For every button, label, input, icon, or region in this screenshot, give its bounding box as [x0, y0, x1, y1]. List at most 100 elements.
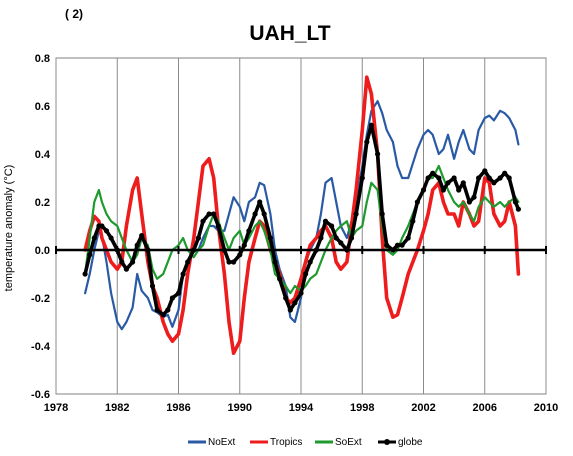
globe-point: [185, 259, 191, 265]
y-tick-label-0.2: 0.2: [35, 197, 50, 209]
x-tick-label-1978: 1978: [44, 402, 68, 414]
globe-point: [99, 223, 105, 229]
globe-point: [139, 233, 145, 239]
globe-point: [175, 290, 182, 296]
y-tick-label-0.6: 0.6: [35, 101, 50, 113]
globe-point: [502, 170, 508, 176]
series-layer: [82, 75, 522, 356]
chart-title: UAH_LT: [249, 22, 330, 45]
globe-point: [130, 259, 136, 265]
globe-point: [149, 283, 156, 289]
y-axis-label: temperature anomaly (°C): [3, 165, 15, 292]
globe-point: [512, 199, 519, 205]
globe-point: [466, 199, 472, 205]
panel-label: ( 2): [65, 7, 83, 21]
x-tick-label-1982: 1982: [105, 402, 129, 414]
x-tick-label-2010: 2010: [534, 402, 558, 414]
globe-point: [292, 300, 298, 306]
y-tick-label-0.8: 0.8: [35, 53, 50, 65]
x-tick-label-1994: 1994: [289, 402, 314, 414]
globe-point: [414, 199, 420, 205]
globe-point: [160, 312, 166, 318]
globe-point: [154, 307, 160, 313]
globe-point: [486, 175, 492, 181]
globe-point: [257, 199, 263, 205]
globe-point: [272, 259, 278, 265]
globe-point: [375, 151, 381, 157]
globe-point: [195, 235, 201, 241]
globe-point: [237, 252, 243, 258]
globe-point: [405, 235, 411, 241]
globe-point: [497, 175, 503, 181]
x-tick-label-1986: 1986: [166, 402, 190, 414]
legend-marker-globe: [384, 439, 390, 445]
globe-point: [456, 187, 462, 193]
globe-point: [307, 259, 313, 265]
globe-point: [261, 211, 267, 217]
globe-point: [379, 211, 385, 217]
globe-point: [226, 259, 232, 265]
globe-point: [231, 259, 237, 265]
globe-point: [394, 242, 401, 248]
globe-point: [287, 307, 293, 313]
globe-point: [476, 175, 482, 181]
globe-point: [384, 242, 390, 248]
globe-point: [410, 218, 416, 224]
globe-point: [399, 242, 405, 248]
globe-point: [103, 228, 110, 234]
globe-point: [322, 218, 329, 224]
x-tick-label-1990: 1990: [228, 402, 252, 414]
globe-point: [241, 242, 247, 248]
globe-point: [348, 235, 355, 241]
globe-point: [482, 168, 488, 174]
globe-point: [215, 223, 221, 229]
globe-point: [430, 170, 436, 176]
globe-point: [180, 271, 186, 277]
globe-point: [252, 211, 258, 217]
y-tick-label--0.6: -0.6: [31, 389, 50, 401]
legend: NoExt Tropics SoExt globe: [188, 437, 423, 448]
x-tick-label-2002: 2002: [411, 402, 435, 414]
series-line-noext: [83, 100, 520, 331]
globe-point: [451, 175, 457, 181]
x-tick-label-2006: 2006: [473, 402, 497, 414]
y-tick-label--0.4: -0.4: [31, 341, 51, 353]
legend-label-globe: globe: [398, 437, 423, 448]
globe-point: [445, 180, 451, 186]
globe-point: [267, 235, 273, 241]
globe-point: [119, 259, 125, 265]
globe-point: [82, 271, 88, 277]
globe-point: [108, 235, 114, 241]
globe-point: [436, 175, 442, 181]
zero-line: [55, 246, 547, 254]
globe-point: [420, 187, 427, 193]
globe-point: [91, 235, 97, 241]
globe-point: [318, 235, 324, 241]
series-line-tropics: [83, 75, 521, 356]
globe-point: [440, 187, 446, 193]
globe-point: [333, 235, 339, 241]
globe-point: [206, 211, 212, 217]
globe-point: [298, 290, 304, 296]
globe-point: [200, 218, 206, 224]
globe-point: [277, 276, 283, 282]
y-tick-label-0.4: 0.4: [35, 149, 51, 161]
globe-point: [425, 175, 431, 181]
globe-point: [283, 295, 289, 301]
legend-label-noext: NoExt: [208, 437, 235, 448]
globe-point: [506, 175, 512, 181]
globe-point: [134, 242, 140, 248]
legend-label-tropics: Tropics: [270, 437, 302, 448]
globe-point: [123, 266, 129, 272]
x-tick-label-1998: 1998: [350, 402, 374, 414]
globe-point: [87, 252, 93, 258]
globe-point: [491, 180, 497, 186]
globe-point: [353, 211, 359, 217]
globe-point: [359, 175, 365, 181]
globe-point: [364, 139, 370, 145]
globe-point: [368, 122, 374, 128]
y-axis-ticks: 0.8 0.6 0.4 0.2 0.0 -0.2 -0.4 -0.6: [31, 53, 51, 401]
y-tick-label--0.2: -0.2: [31, 293, 50, 305]
globe-point: [169, 295, 175, 301]
